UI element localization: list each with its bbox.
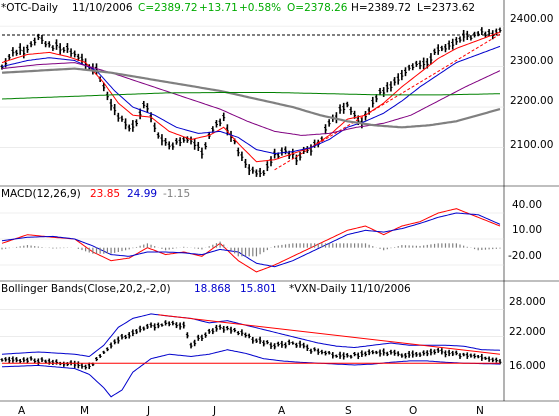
price-header-open: O=2378.26 xyxy=(287,2,348,14)
x-tick-label-jul: J xyxy=(212,405,216,416)
price-header-change: +13.71 xyxy=(199,2,238,14)
panel2-resistance-line xyxy=(158,314,501,355)
x-tick-label-oct: O xyxy=(409,405,417,416)
price-y-tick-label-2100: 2100.00 xyxy=(510,139,553,151)
price-header-high: H=2389.72 xyxy=(351,2,411,14)
price-y-tick-label-2400: 2400.00 xyxy=(510,13,553,25)
price-header-change-pct: +0.58% xyxy=(239,2,281,14)
price-header-date: 11/10/2006 xyxy=(72,2,133,14)
vxn-y-tick-label-28: 28.000 xyxy=(509,296,546,308)
vxn-y-tick-label-16: 16.000 xyxy=(509,360,546,372)
vxn-subtitle: *VXN-Daily 11/10/2006 xyxy=(289,283,411,295)
macd-value-1: 23.85 xyxy=(90,188,120,200)
vxn-y-tick-label-22: 22.000 xyxy=(509,326,546,338)
price-y-tick-label-2200: 2200.00 xyxy=(510,95,553,107)
panel2-lower-band-line xyxy=(1,349,501,398)
x-tick-label-apr: A xyxy=(18,405,26,416)
panel0-trendline-line xyxy=(274,33,501,171)
x-tick-label-nov: N xyxy=(476,405,484,416)
panel2-upper-band-line xyxy=(1,313,501,358)
vxn-title: Bollinger Bands(Close,20,2,-2,0) xyxy=(1,283,171,295)
x-tick-label-jun: J xyxy=(146,405,150,416)
panel0-ma-200-line xyxy=(1,67,501,129)
panel0-ma-green-line xyxy=(1,92,501,100)
macd-y-tick-label-40: 40.00 xyxy=(512,199,542,211)
macd-y-tick-label-neg20: -20.00 xyxy=(508,250,542,262)
macd-value-3: -1.15 xyxy=(163,188,190,200)
price-header-close: C=2389.72 xyxy=(138,2,198,14)
panel1-macd-line xyxy=(1,208,501,273)
price-header-low: L=2373.62 xyxy=(417,2,475,14)
chart-marks xyxy=(0,25,504,398)
x-tick-label-may: M xyxy=(80,405,89,416)
macd-title: MACD(12,26,9) xyxy=(1,188,81,200)
price-header-symbol: *OTC-Daily xyxy=(1,2,58,14)
vxn-value-1: 18.868 xyxy=(194,283,231,295)
macd-y-tick-label-10: 10.00 xyxy=(512,224,542,236)
macd-value-2: 24.99 xyxy=(127,188,157,200)
x-tick-label-sep: S xyxy=(345,405,352,416)
x-tick-label-aug: A xyxy=(278,405,286,416)
price-y-tick-label-2300: 2300.00 xyxy=(510,55,553,67)
panel0-ma-long-line xyxy=(1,62,501,136)
vxn-value-2: 15.801 xyxy=(240,283,277,295)
panel1-signal-line xyxy=(1,212,501,268)
panel0-ma-short-line xyxy=(1,31,501,163)
